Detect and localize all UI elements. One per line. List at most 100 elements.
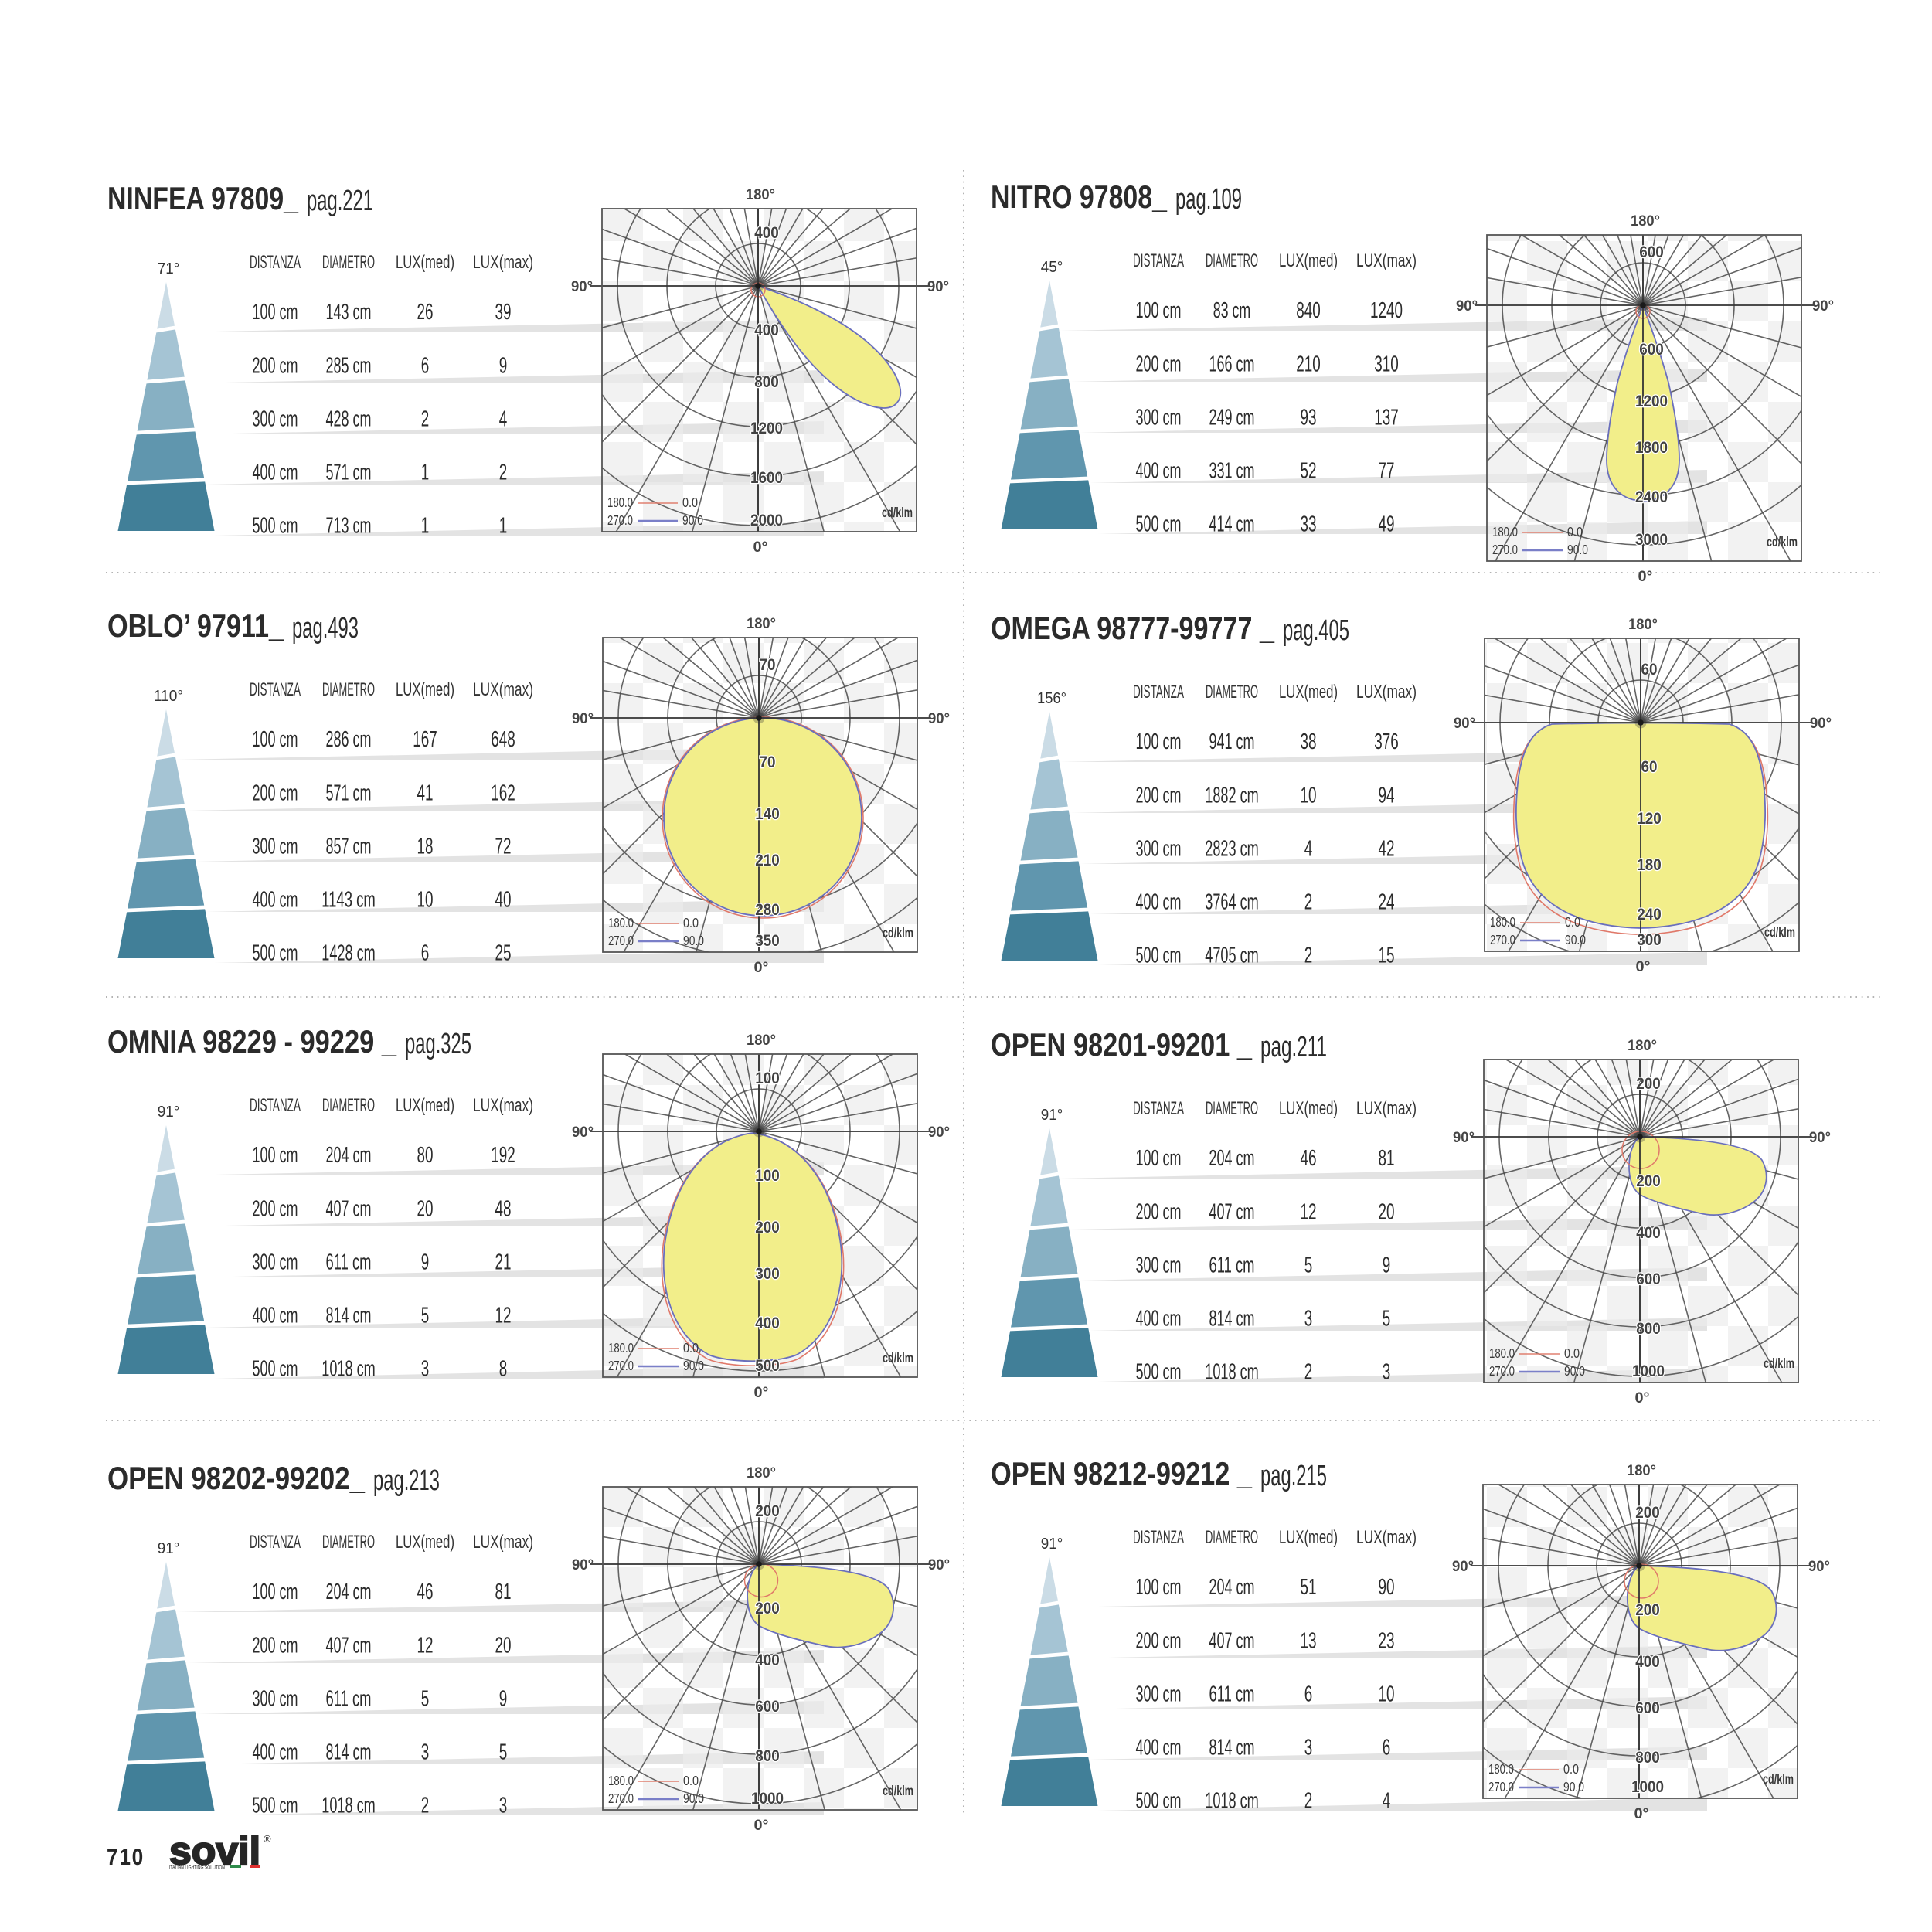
svg-text:NITRO 97808_: NITRO 97808_ <box>991 179 1168 215</box>
svg-text:3000: 3000 <box>1635 531 1668 549</box>
svg-text:20: 20 <box>417 1197 434 1222</box>
svg-text:90°: 90° <box>1809 1130 1831 1146</box>
svg-text:90.0: 90.0 <box>1565 932 1586 947</box>
svg-text:90.0: 90.0 <box>682 512 703 528</box>
svg-text:400: 400 <box>754 224 779 242</box>
svg-text:42: 42 <box>1379 837 1395 862</box>
svg-text:1018 cm: 1018 cm <box>1205 1789 1259 1814</box>
svg-text:300 cm: 300 cm <box>1136 837 1182 862</box>
svg-text:0°: 0° <box>753 539 768 556</box>
svg-text:400 cm: 400 cm <box>1136 1307 1182 1332</box>
svg-text:1000: 1000 <box>1631 1778 1664 1796</box>
svg-text:91°: 91° <box>158 1540 180 1557</box>
svg-text:270.0: 270.0 <box>608 933 634 948</box>
svg-text:200 cm: 200 cm <box>1136 352 1182 377</box>
svg-text:500 cm: 500 cm <box>1136 1789 1182 1814</box>
svg-text:1600: 1600 <box>750 469 783 487</box>
svg-text:3: 3 <box>421 1740 430 1765</box>
svg-text:400 cm: 400 cm <box>253 1740 298 1765</box>
svg-text:300: 300 <box>755 1265 780 1283</box>
svg-text:cd/klm: cd/klm <box>882 505 913 520</box>
svg-text:90°: 90° <box>1812 298 1834 315</box>
svg-text:400: 400 <box>754 321 779 339</box>
svg-text:100 cm: 100 cm <box>1136 1575 1182 1600</box>
svg-text:49: 49 <box>1379 512 1395 537</box>
svg-text:71°: 71° <box>158 260 180 277</box>
svg-text:0.0: 0.0 <box>683 1340 699 1355</box>
svg-text:DISTANZA: DISTANZA <box>1133 250 1184 271</box>
svg-text:DIAMETRO: DIAMETRO <box>1206 250 1258 271</box>
svg-text:270.0: 270.0 <box>1490 932 1515 947</box>
svg-text:LUX(med): LUX(med) <box>1279 1527 1338 1548</box>
svg-text:90°: 90° <box>1453 1130 1475 1146</box>
svg-text:400 cm: 400 cm <box>253 888 298 913</box>
svg-text:4: 4 <box>499 407 508 432</box>
svg-text:400: 400 <box>755 1315 780 1332</box>
svg-text:91°: 91° <box>1041 1107 1063 1124</box>
svg-text:500 cm: 500 cm <box>1136 1360 1182 1385</box>
svg-text:270.0: 270.0 <box>1489 1363 1515 1379</box>
svg-text:180°: 180° <box>747 1465 776 1481</box>
svg-text:cd/klm: cd/klm <box>1767 534 1798 549</box>
svg-text:611 cm: 611 cm <box>326 1687 372 1712</box>
svg-text:180°: 180° <box>746 187 775 203</box>
svg-text:100 cm: 100 cm <box>253 1143 298 1168</box>
svg-text:0°: 0° <box>754 1818 769 1834</box>
svg-text:180.0: 180.0 <box>608 1340 634 1355</box>
svg-text:407 cm: 407 cm <box>1209 1629 1255 1654</box>
svg-text:300: 300 <box>1637 931 1662 949</box>
svg-text:200 cm: 200 cm <box>253 354 298 379</box>
svg-text:300 cm: 300 cm <box>253 1250 298 1275</box>
svg-text:12: 12 <box>1301 1200 1317 1225</box>
svg-text:2: 2 <box>499 461 508 485</box>
svg-text:LUX(max): LUX(max) <box>473 1532 533 1553</box>
svg-text:9: 9 <box>499 354 508 379</box>
svg-text:13: 13 <box>1301 1629 1317 1654</box>
svg-text:DISTANZA: DISTANZA <box>250 1095 301 1116</box>
svg-text:400: 400 <box>1636 1224 1661 1242</box>
svg-text:180°: 180° <box>1631 213 1660 230</box>
svg-text:180°: 180° <box>747 1032 776 1049</box>
svg-text:600: 600 <box>1635 1699 1660 1717</box>
svg-text:LUX(med): LUX(med) <box>1279 682 1338 702</box>
svg-text:571 cm: 571 cm <box>326 461 372 485</box>
svg-text:500 cm: 500 cm <box>253 1357 298 1382</box>
svg-text:2: 2 <box>1304 890 1313 915</box>
svg-text:611 cm: 611 cm <box>1209 1253 1255 1278</box>
svg-text:100: 100 <box>755 1167 780 1185</box>
svg-text:9: 9 <box>421 1250 430 1275</box>
svg-text:1018 cm: 1018 cm <box>1205 1360 1259 1385</box>
svg-text:80: 80 <box>417 1143 434 1168</box>
svg-text:300 cm: 300 cm <box>253 407 298 432</box>
svg-text:DIAMETRO: DIAMETRO <box>1206 1098 1258 1119</box>
svg-text:200 cm: 200 cm <box>253 1197 298 1222</box>
svg-text:90°: 90° <box>1810 716 1832 732</box>
svg-text:LUX(max): LUX(max) <box>1356 682 1417 702</box>
svg-text:77: 77 <box>1379 459 1395 484</box>
svg-text:21: 21 <box>495 1250 512 1275</box>
svg-text:2: 2 <box>1304 944 1313 968</box>
svg-text:sovil: sovil <box>169 1829 260 1872</box>
svg-text:90°: 90° <box>1452 1559 1474 1575</box>
svg-text:200 cm: 200 cm <box>253 1634 298 1658</box>
svg-text:200: 200 <box>755 1600 780 1617</box>
svg-text:pag.215: pag.215 <box>1260 1460 1327 1492</box>
svg-text:500 cm: 500 cm <box>253 941 298 966</box>
svg-text:DIAMETRO: DIAMETRO <box>322 1532 375 1553</box>
svg-text:200: 200 <box>1635 1601 1660 1619</box>
svg-text:46: 46 <box>1301 1146 1317 1171</box>
svg-text:713 cm: 713 cm <box>326 514 372 539</box>
svg-text:18: 18 <box>417 835 434 859</box>
svg-text:9: 9 <box>499 1687 508 1712</box>
svg-text:200: 200 <box>755 1219 780 1236</box>
svg-text:120: 120 <box>1637 810 1662 828</box>
svg-text:4: 4 <box>1383 1789 1391 1814</box>
svg-text:210: 210 <box>1296 352 1321 377</box>
svg-text:5: 5 <box>421 1687 430 1712</box>
svg-text:®: ® <box>264 1833 271 1845</box>
svg-text:26: 26 <box>417 300 434 325</box>
svg-text:428 cm: 428 cm <box>326 407 372 432</box>
svg-text:400 cm: 400 cm <box>253 461 298 485</box>
svg-text:3: 3 <box>499 1794 508 1818</box>
svg-text:LUX(max): LUX(max) <box>1356 1527 1417 1548</box>
